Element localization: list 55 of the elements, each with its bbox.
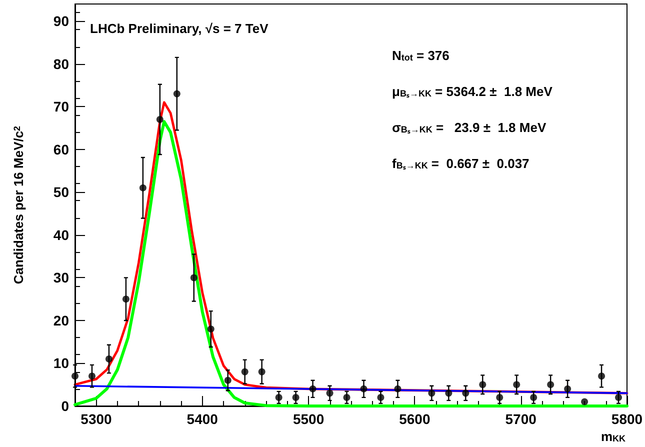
- point: [258, 368, 266, 376]
- y-tick-label: 10: [53, 355, 70, 372]
- x-tick-label: 5800: [611, 411, 643, 427]
- y-tick-label: 40: [53, 226, 70, 243]
- point: [343, 394, 350, 401]
- point: [513, 381, 520, 388]
- point: [105, 355, 112, 362]
- annotation: Ntot = 376: [392, 48, 450, 63]
- point: [496, 394, 504, 401]
- annotation: LHCb Preliminary, √s = 7 TeV: [90, 21, 269, 36]
- point: [139, 184, 146, 192]
- point: [326, 390, 334, 397]
- y-tick-label: 90: [53, 13, 70, 30]
- point: [394, 385, 402, 392]
- point: [360, 385, 368, 392]
- y-tick-label: 70: [53, 98, 70, 115]
- point: [377, 394, 384, 401]
- y-tick-label: 20: [53, 312, 70, 328]
- y-tick-label: 50: [53, 184, 70, 200]
- annotation: fBₛ→KK = 0.667 ± 0.037: [392, 156, 530, 171]
- x-tick-label: 5700: [505, 411, 537, 427]
- x-tick-label: 5300: [80, 411, 112, 427]
- point: [479, 381, 486, 388]
- point: [122, 296, 130, 303]
- point: [615, 394, 622, 401]
- point: [309, 385, 316, 392]
- x-tick-label: 5500: [292, 411, 324, 427]
- point: [462, 390, 470, 397]
- point: [598, 372, 606, 380]
- point: [190, 274, 198, 282]
- point: [581, 398, 588, 406]
- annotation: μBₛ→KK = 5364.2 ± 1.8 MeV: [392, 84, 553, 99]
- point: [564, 385, 572, 392]
- point: [530, 394, 538, 401]
- point: [275, 394, 282, 401]
- point: [547, 381, 554, 388]
- point: [156, 116, 164, 123]
- y-tick-label: 60: [53, 141, 70, 158]
- x-axis-title: mKK: [601, 429, 626, 444]
- point: [224, 376, 232, 384]
- y-tick-label: 30: [53, 270, 70, 286]
- y-tick-label: 80: [53, 56, 70, 72]
- y-axis-title: Candidates per 16 MeV/c2: [11, 126, 26, 284]
- point: [173, 90, 180, 98]
- point: [445, 390, 452, 397]
- point: [292, 394, 300, 401]
- y-tick-label: 0: [61, 398, 70, 414]
- x-tick-label: 5600: [399, 411, 430, 427]
- annotation: σBₛ→KK = 23.9 ± 1.8 MeV: [392, 120, 546, 135]
- point: [72, 372, 78, 380]
- point: [428, 390, 436, 397]
- x-tick-label: 5400: [186, 411, 218, 427]
- point: [207, 326, 214, 333]
- point: [88, 372, 96, 380]
- point: [241, 368, 248, 376]
